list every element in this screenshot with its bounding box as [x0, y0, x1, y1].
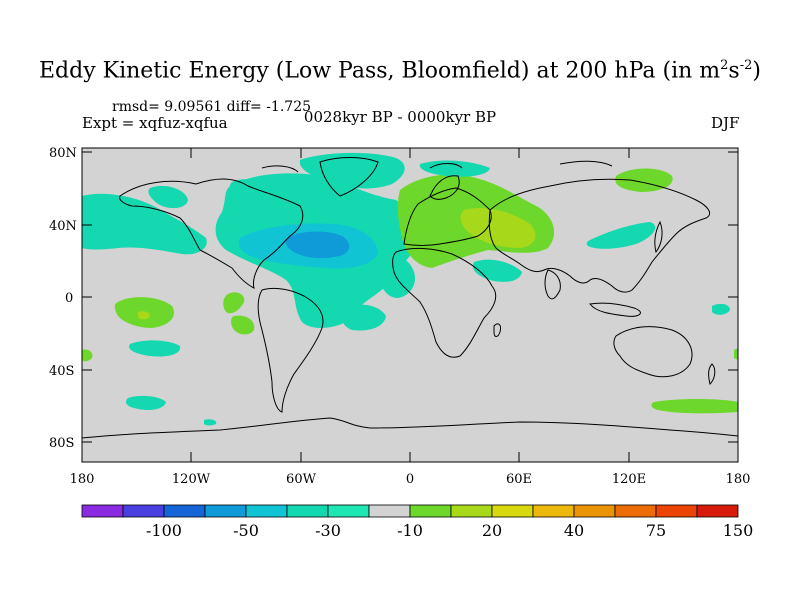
lon-label-0: 0 [406, 472, 414, 487]
colorbar-label: -100 [146, 521, 182, 540]
lon-label-120w: 120W [172, 472, 211, 487]
region-north-pacific-teal-2 [148, 185, 188, 209]
experiment-label: Expt = xqfuz-xqfua [82, 114, 228, 132]
colorbar-swatch [409, 504, 452, 518]
coast-africa [392, 247, 497, 358]
stats-label: rmsd= 9.09561 diff= -1.725 [112, 99, 312, 115]
coast-india [544, 269, 561, 300]
colorbar-label: 40 [564, 521, 584, 540]
coast-greenland [319, 157, 379, 197]
region-middle-east-core [460, 207, 536, 248]
colorbar-labels: -100 -50 -30 -10 20 40 75 150 [146, 521, 753, 540]
colorbar-swatch [614, 504, 657, 518]
region-east-pacific-green [231, 315, 255, 335]
colorbar-swatch [450, 504, 493, 518]
region-south-small-teal [204, 419, 217, 426]
region-southern-ocean-green [651, 399, 738, 414]
coastlines [82, 157, 738, 439]
coast-australia [613, 326, 693, 378]
lon-ticks [81, 148, 739, 462]
colorbar-swatch [204, 504, 247, 518]
coast-indonesia [589, 302, 641, 317]
lat-label-80n: 80N [49, 146, 77, 161]
region-labrador-teal [229, 179, 262, 202]
colorbar-swatch [163, 504, 206, 518]
coast-south-america [257, 287, 324, 413]
colorbar-swatch [286, 504, 329, 518]
colorbar-swatch [532, 504, 575, 518]
lon-label-60w: 60W [286, 472, 317, 487]
region-nw-pacific-teal [586, 222, 656, 249]
coast-antarctica [82, 417, 738, 439]
region-south-pacific-teal [129, 340, 181, 357]
coast-new-zealand [708, 363, 716, 385]
map-title: Eddy Kinetic Energy (Low Pass, Bloomfiel… [39, 58, 761, 84]
region-southwest-teal [126, 395, 166, 410]
region-north-pacific-teal [82, 193, 207, 255]
coast-scandinavia [429, 175, 460, 200]
colorbar-label: 75 [646, 521, 666, 540]
colorbar-swatch [696, 504, 739, 518]
colorbar-swatch [491, 504, 534, 518]
coast-north-america [119, 178, 304, 289]
colorbar-swatch [327, 504, 370, 518]
colorbar-label: -50 [233, 521, 259, 540]
colorbar-label: 20 [482, 521, 502, 540]
lat-label-40s: 40S [49, 364, 74, 379]
lat-label-80s: 80S [49, 436, 74, 451]
season-label: DJF [711, 114, 740, 132]
region-north-atlantic-core [285, 231, 350, 259]
colorbar-swatch [573, 504, 616, 518]
region-tropical-pacific-lime [138, 311, 150, 320]
region-pacific-green-small [223, 292, 245, 314]
colorbar-swatch [368, 504, 411, 518]
colorbar-label: 150 [723, 521, 754, 540]
coast-arctic-islands [261, 160, 613, 173]
region-south-atlantic-teal [341, 304, 386, 331]
region-east-edge-teal [712, 303, 730, 315]
lat-label-40n: 40N [49, 219, 77, 234]
coast-japan [654, 220, 663, 254]
lat-label-0: 0 [65, 291, 73, 306]
colorbar [81, 504, 739, 518]
lon-label-180e: 180 [726, 472, 751, 487]
lon-label-60e: 60E [506, 472, 532, 487]
coast-madagascar [493, 323, 501, 337]
colorbar-swatch [81, 504, 124, 518]
coast-asia [488, 178, 711, 293]
lon-label-120e: 120E [612, 472, 646, 487]
colorbar-swatch [122, 504, 165, 518]
lat-ticks [82, 151, 738, 443]
colorbar-label: -10 [397, 521, 423, 540]
region-east-edge-green [734, 348, 738, 360]
region-west-edge-green [82, 349, 93, 362]
colorbar-swatch [655, 504, 698, 518]
colorbar-label: -30 [315, 521, 341, 540]
colorbar-swatch [245, 504, 288, 518]
lon-label-180w: 180 [70, 472, 95, 487]
period-label: 0028kyr BP - 0000kyr BP [303, 108, 497, 126]
